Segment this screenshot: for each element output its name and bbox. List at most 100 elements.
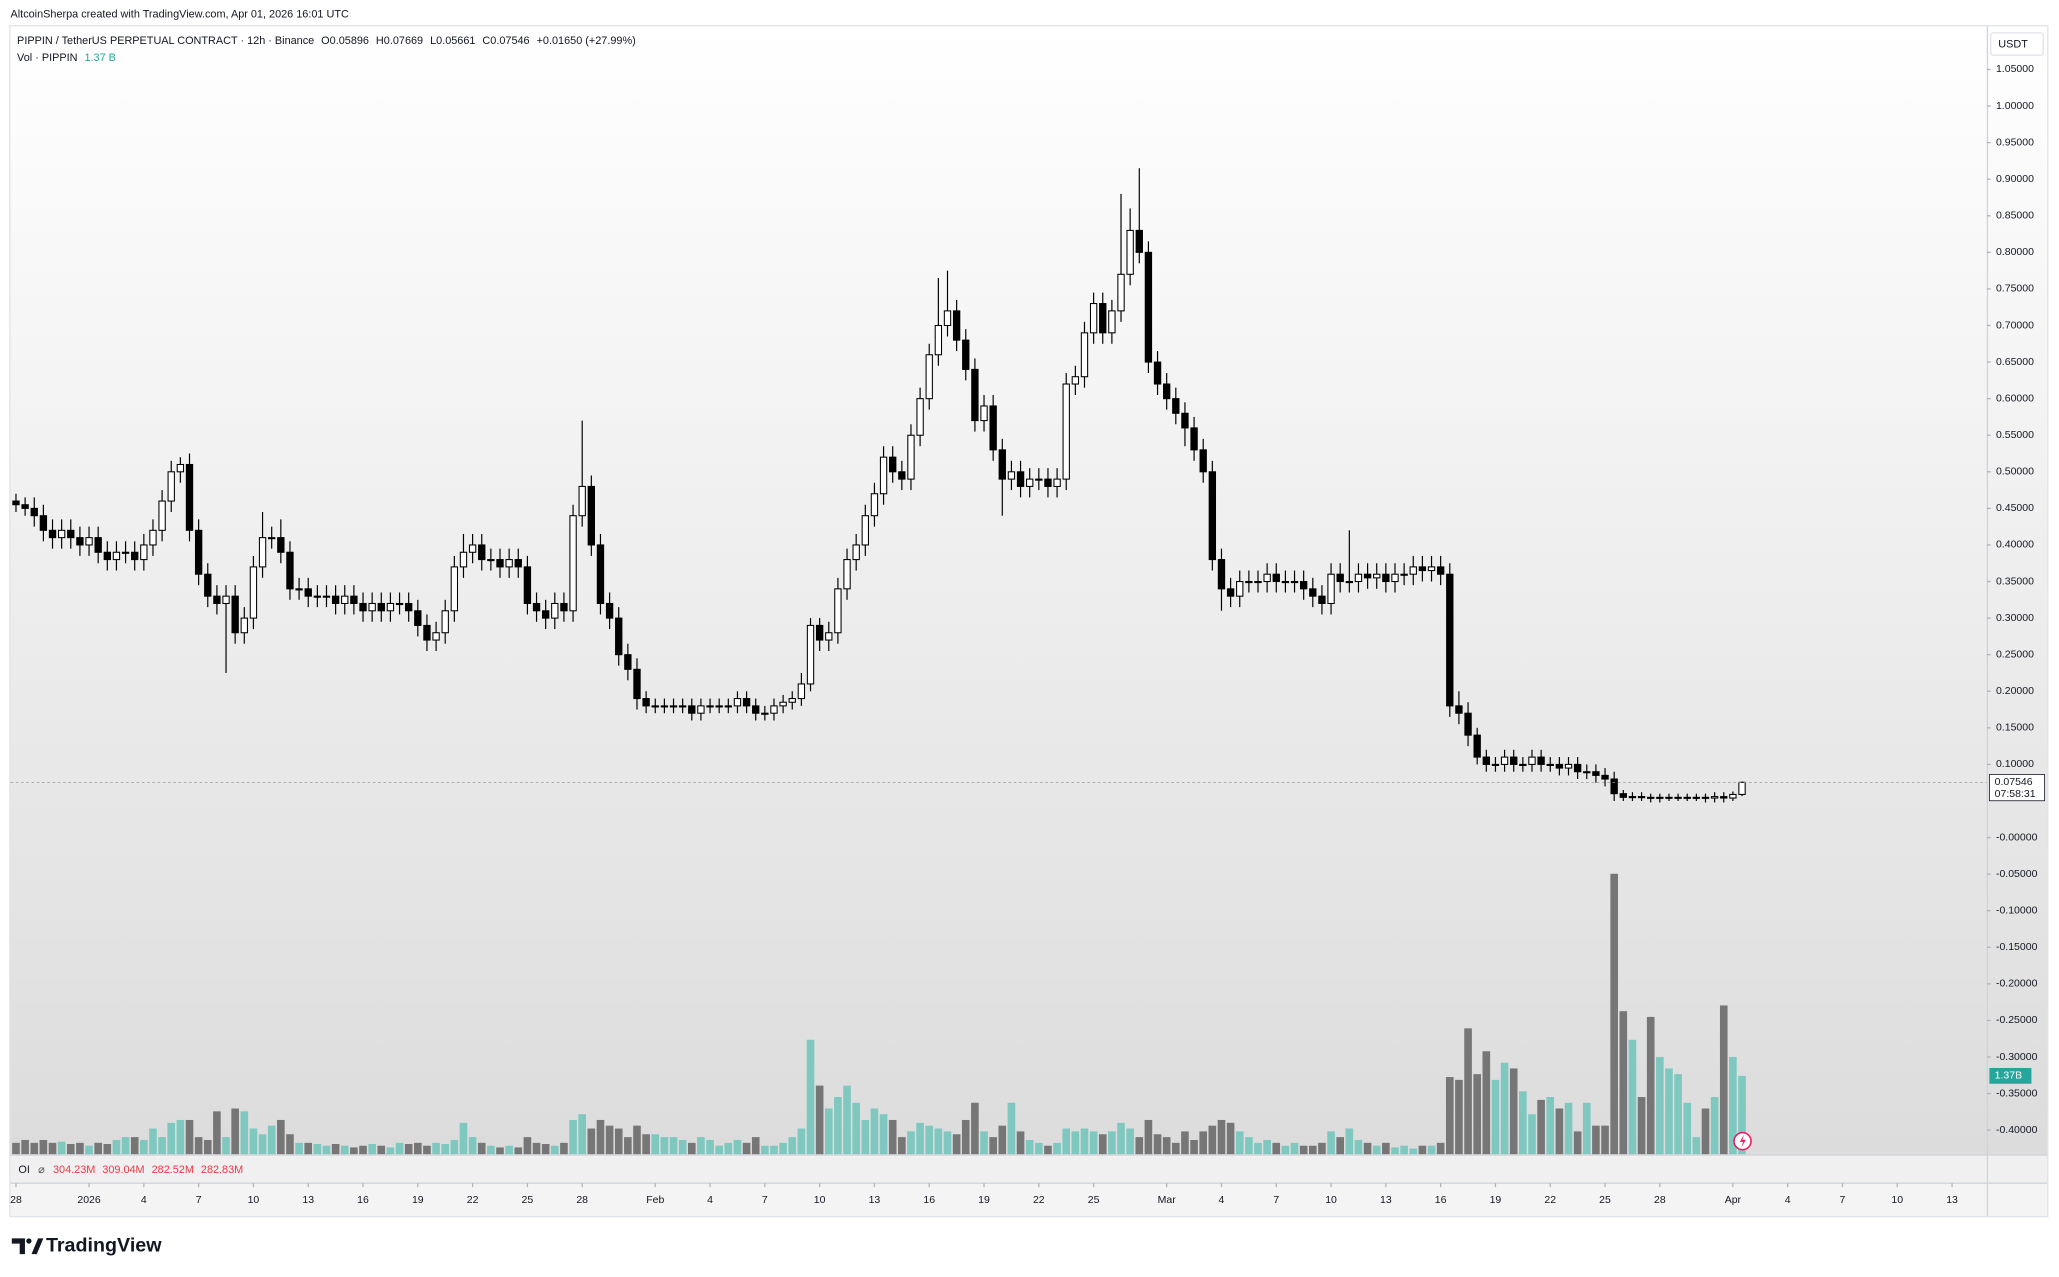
candle-body xyxy=(587,485,596,546)
candle-body xyxy=(1226,588,1235,597)
candle-body xyxy=(1126,229,1134,275)
candle-body xyxy=(815,624,824,641)
y-tick-label: 0.95000 xyxy=(1996,136,2034,148)
candle-body xyxy=(1299,581,1308,590)
candle-body xyxy=(1336,573,1344,583)
candle-body xyxy=(505,559,513,568)
volume-bar xyxy=(48,1142,57,1155)
volume-bar xyxy=(706,1139,714,1155)
x-tick-label: 19 xyxy=(412,1194,424,1206)
oi-legend: OI ⌀ 304.23M 309.04M 282.52M 282.83M xyxy=(18,1164,243,1176)
candle-body xyxy=(1510,756,1518,765)
x-tick-label: 25 xyxy=(1088,1194,1100,1206)
x-tick-label: 28 xyxy=(10,1194,22,1206)
y-tick-label: 1.05000 xyxy=(1996,63,2034,75)
x-tick-label: 13 xyxy=(869,1194,881,1206)
volume-bar xyxy=(194,1137,203,1155)
candle-body xyxy=(1309,588,1317,597)
x-tick-label: Apr xyxy=(1725,1194,1742,1206)
candle-body xyxy=(1236,581,1244,597)
change: +0.01650 (+27.99%) xyxy=(537,35,636,47)
volume-bar xyxy=(295,1142,303,1155)
volume-bar xyxy=(1418,1145,1427,1155)
x-tick-label: 10 xyxy=(1891,1194,1903,1206)
volume-bar xyxy=(1263,1139,1271,1155)
volume-bar xyxy=(697,1137,705,1155)
candle-body xyxy=(67,529,75,539)
volume-bar xyxy=(1692,1137,1701,1155)
volume-bar xyxy=(1683,1102,1692,1155)
x-tick-label: Feb xyxy=(646,1194,664,1206)
candle-body xyxy=(669,705,678,708)
volume-bar xyxy=(532,1142,541,1155)
volume-bar xyxy=(879,1114,888,1155)
volume-tag-box xyxy=(1989,1067,2032,1084)
volume-bar xyxy=(1436,1142,1445,1155)
volume-bar xyxy=(998,1125,1007,1155)
volume-bar xyxy=(1601,1125,1609,1155)
volume-bar xyxy=(85,1145,93,1155)
candle-body xyxy=(1628,796,1637,799)
volume-bar xyxy=(76,1142,84,1155)
candle-body xyxy=(395,602,404,606)
volume-bar xyxy=(1245,1137,1253,1155)
volume-bar xyxy=(167,1122,176,1155)
y-tick-label: 0.60000 xyxy=(1996,392,2034,404)
candle-body xyxy=(861,515,869,546)
volume-bar xyxy=(149,1128,157,1155)
candle-body xyxy=(350,595,358,605)
x-tick-label: 10 xyxy=(248,1194,260,1206)
unit-box[interactable] xyxy=(1990,32,2044,56)
candle-body xyxy=(1692,796,1701,799)
candle-body xyxy=(112,551,121,561)
candle-body xyxy=(94,537,102,553)
volume-bar xyxy=(624,1137,632,1155)
candle-body xyxy=(103,551,111,561)
candle-body xyxy=(1044,478,1052,487)
volume-bar xyxy=(888,1119,897,1155)
candle-body xyxy=(21,504,29,509)
candle-body xyxy=(532,602,541,612)
last-price-box xyxy=(1989,774,2045,802)
candle-body xyxy=(998,449,1006,480)
candle-body xyxy=(1720,796,1728,799)
candle-body xyxy=(1089,303,1098,334)
candle-body xyxy=(560,602,568,612)
y-tick-label: 0.85000 xyxy=(1996,210,2034,222)
candle-body xyxy=(1263,573,1271,583)
candle-body xyxy=(295,588,303,591)
volume-bar xyxy=(12,1142,20,1155)
candle-body xyxy=(1272,573,1280,583)
volume-bar xyxy=(1363,1142,1372,1155)
candle-body xyxy=(423,624,431,641)
candle-body xyxy=(770,705,778,714)
candle-body xyxy=(331,595,340,605)
candle-body xyxy=(1674,796,1682,799)
ohlc-key: C xyxy=(482,35,490,47)
alert-icon[interactable] xyxy=(1733,1131,1752,1151)
volume-bar xyxy=(1646,1016,1655,1155)
x-tick-label: 10 xyxy=(1325,1194,1337,1206)
candle-body xyxy=(1181,412,1189,429)
volume-bar xyxy=(1619,1011,1628,1155)
volume-bar xyxy=(605,1125,614,1155)
volume-bar xyxy=(614,1128,623,1155)
y-tick-label: 0.35000 xyxy=(1996,575,2034,587)
volume-bar xyxy=(39,1139,48,1155)
x-tick-label: 2026 xyxy=(77,1194,101,1206)
volume-bar xyxy=(267,1125,276,1155)
candle-body xyxy=(825,632,833,641)
volume-bar xyxy=(1345,1128,1354,1155)
candle-body xyxy=(1482,756,1490,765)
candle-body xyxy=(605,602,614,619)
candle-body xyxy=(1035,478,1043,481)
candle-body xyxy=(551,602,559,619)
ohlc-value: 0.07669 xyxy=(384,35,423,47)
candle-body xyxy=(898,471,906,480)
volume-bar xyxy=(1519,1091,1527,1155)
volume-bar xyxy=(487,1145,495,1155)
candle-body xyxy=(1281,581,1290,584)
candle-body xyxy=(249,566,258,619)
y-tick-label: -0.15000 xyxy=(1996,941,2038,953)
x-tick-label: Mar xyxy=(1158,1194,1177,1206)
